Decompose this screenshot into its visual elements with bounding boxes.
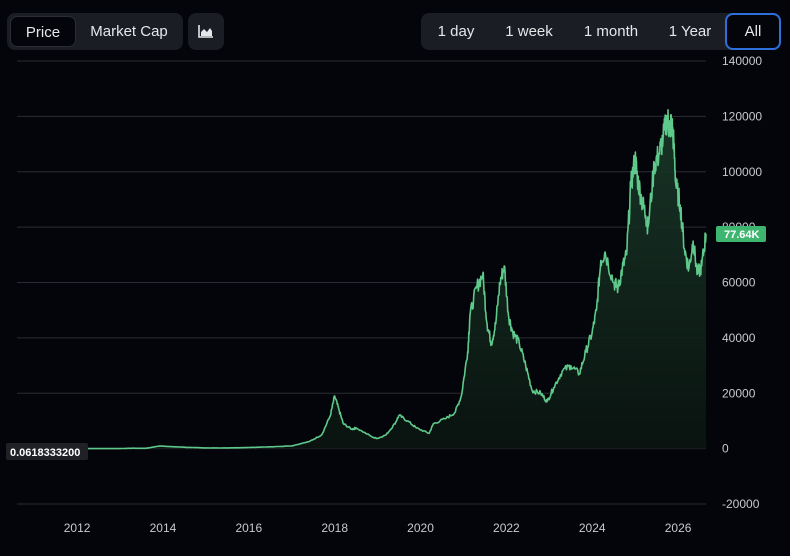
y-tick-label: 20000	[722, 386, 756, 400]
y-tick-label: -20000	[722, 497, 760, 511]
range-1-year[interactable]: 1 Year	[668, 23, 712, 40]
chart-type-button[interactable]	[188, 13, 224, 50]
price-line	[17, 109, 707, 450]
current-price-tag: 77.64K	[716, 226, 766, 242]
x-tick-label: 2018	[321, 521, 348, 535]
range-1-day[interactable]: 1 day	[437, 23, 475, 40]
x-tick-label: 2026	[665, 521, 692, 535]
area-chart-icon	[198, 25, 213, 38]
range-all[interactable]: All	[725, 13, 781, 50]
min-price-label: 0.0618333200	[6, 443, 88, 460]
price-area	[17, 109, 706, 449]
tab-market-cap[interactable]: Market Cap	[90, 23, 168, 40]
x-tick-label: 2014	[150, 521, 177, 535]
x-tick-label: 2012	[64, 521, 91, 535]
svg-text:77.64K: 77.64K	[724, 229, 760, 241]
y-tick-label: 0	[722, 442, 729, 456]
y-tick-label: 60000	[722, 276, 756, 290]
x-tick-label: 2024	[579, 521, 606, 535]
x-axis: 2012 2014 2016 2018 2020 2022 2024 2026	[64, 521, 692, 535]
x-tick-label: 2022	[493, 521, 520, 535]
x-tick-label: 2016	[235, 521, 262, 535]
tab-price[interactable]: Price	[10, 16, 76, 47]
metric-toggle: Price Market Cap	[7, 13, 183, 50]
range-1-week[interactable]: 1 week	[505, 23, 553, 40]
range-toggle: 1 day 1 week 1 month 1 Year All	[421, 13, 781, 50]
y-tick-label: 40000	[722, 331, 756, 345]
y-axis: 140000120000100000800006000040000200000-…	[722, 54, 762, 511]
range-1-month[interactable]: 1 month	[583, 23, 639, 40]
x-tick-label: 2020	[407, 521, 434, 535]
y-tick-label: 120000	[722, 109, 762, 123]
y-tick-label: 140000	[722, 54, 762, 68]
y-tick-label: 100000	[722, 165, 762, 179]
svg-text:0.0618333200: 0.0618333200	[10, 447, 80, 459]
